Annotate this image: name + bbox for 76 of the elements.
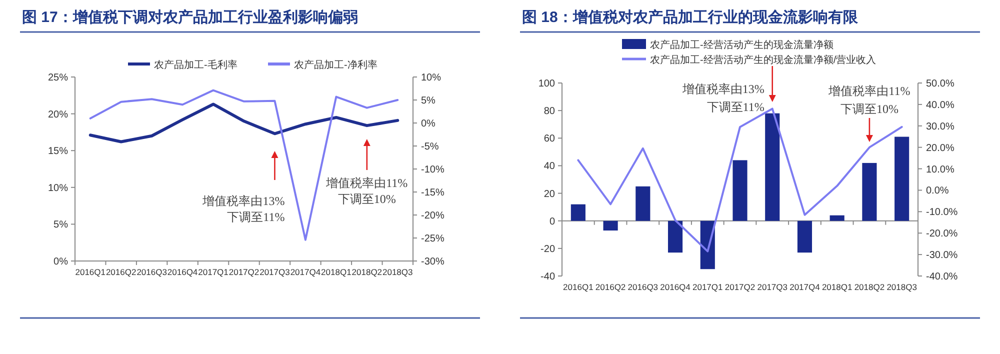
y2-tick-label: -15% — [421, 188, 444, 198]
y2-tick-label: 40.0% — [926, 100, 954, 111]
legend-label: 农产品加工-经营活动产生的现金流量净额/营业收入 — [650, 54, 876, 66]
annotation: 增值税率由13% 下调至11% — [202, 194, 285, 224]
y-tick-label: -20 — [540, 244, 556, 255]
x-tick-label: 2018Q2 — [352, 267, 382, 277]
annotation: 增值税率由11% 下调至10% — [325, 176, 408, 206]
chart-title: 图 18：增值税对农产品加工行业的现金流影响有限 — [522, 8, 859, 26]
legend-label: 农产品加工-净利率 — [294, 59, 378, 71]
x-tick-label: 2017Q3 — [757, 282, 788, 292]
x-tick-label: 2016Q4 — [660, 282, 691, 292]
y2-tick-label: 0.0% — [926, 186, 949, 197]
x-tick-label: 2017Q1 — [692, 282, 724, 292]
y2-tick-label: -10% — [421, 164, 444, 176]
y2-tick-label: -20.0% — [926, 228, 958, 240]
y2-tick-label: 0% — [421, 118, 436, 130]
y-tick-label: 0% — [54, 256, 68, 268]
bar — [636, 186, 650, 221]
y2-tick-label: -5% — [421, 142, 439, 152]
x-tick-label: 2018Q1 — [321, 267, 352, 277]
x-tick-label: 2018Q1 — [822, 282, 852, 292]
y-tick-label: 0 — [549, 216, 556, 228]
x-tick-label: 2016Q4 — [167, 267, 198, 277]
y-tick-label: 100 — [538, 78, 556, 90]
x-tick-label: 2016Q2 — [595, 282, 626, 292]
y2-tick-label: 10.0% — [926, 164, 954, 176]
y-tick-label: 20 — [544, 188, 556, 200]
bar — [765, 113, 780, 221]
y-tick-label: 25% — [48, 72, 68, 84]
x-tick-label: 2016Q3 — [136, 267, 168, 277]
x-tick-label: 2017Q2 — [228, 267, 260, 277]
bar — [830, 215, 844, 221]
legend-label: 农产品加工-毛利率 — [154, 59, 238, 71]
bar — [732, 160, 748, 221]
x-tick-label: 2017Q2 — [724, 282, 756, 292]
chart-title: 图 17：增值税下调对农产品加工行业盈利影响偏弱 — [22, 9, 358, 26]
x-tick-label: 2017Q3 — [260, 267, 290, 277]
x-tick-label: 2018Q2 — [854, 282, 885, 292]
y-tick-label: 60 — [544, 134, 556, 145]
y2-tick-label: 10% — [421, 72, 442, 84]
y2-tick-label: 20.0% — [926, 142, 954, 154]
y2-tick-label: -10.0% — [926, 207, 958, 218]
y2-tick-label: -25% — [421, 234, 444, 244]
x-tick-label: 2018Q3 — [886, 282, 918, 292]
annotation: 增值税率由11% 下调至10% — [828, 84, 910, 116]
y-tick-label: 80 — [544, 106, 556, 118]
y2-tick-label: 5% — [421, 96, 436, 106]
x-tick-label: 2016Q3 — [628, 282, 658, 292]
bar — [862, 162, 877, 221]
bar — [570, 204, 586, 221]
bar — [894, 136, 910, 221]
y-tick-label: -40 — [540, 272, 556, 282]
x-tick-label: 2018Q3 — [382, 267, 414, 277]
bar — [603, 220, 618, 231]
y-tick-label: 20% — [48, 109, 68, 120]
y2-tick-label: 50.0% — [926, 78, 954, 90]
x-tick-label: 2016Q1 — [75, 267, 106, 277]
x-tick-label: 2017Q4 — [790, 282, 820, 292]
x-tick-label: 2017Q1 — [198, 267, 229, 277]
bar — [668, 220, 683, 253]
y2-tick-label: -20% — [421, 210, 444, 222]
x-tick-label: 2017Q4 — [290, 267, 321, 277]
bar — [797, 220, 812, 253]
x-tick-label: 2016Q1 — [563, 282, 594, 292]
y2-tick-label: -30% — [421, 256, 444, 268]
x-tick-label: 2016Q2 — [106, 267, 136, 277]
annotation: 增值税率由13% 下调至11% — [681, 82, 764, 114]
y2-tick-label: 30.0% — [926, 121, 954, 132]
y-tick-label: 15% — [48, 146, 68, 158]
y2-tick-label: -30.0% — [926, 250, 958, 262]
legend-label: 农产品加工-经营活动产生的现金流量净额 — [650, 39, 834, 51]
y-tick-label: 5% — [54, 220, 68, 231]
y-tick-label: 10% — [48, 182, 68, 194]
line-series — [88, 102, 400, 144]
y2-tick-label: -40.0% — [926, 272, 958, 282]
y-tick-label: 40 — [544, 161, 556, 172]
